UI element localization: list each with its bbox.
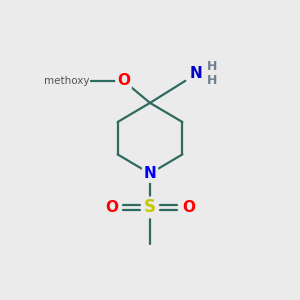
Text: H: H <box>207 74 217 87</box>
Text: O: O <box>117 73 130 88</box>
Text: methoxy: methoxy <box>44 76 90 86</box>
Text: O: O <box>105 200 118 215</box>
Text: N: N <box>189 66 202 81</box>
Text: N: N <box>144 166 156 181</box>
Text: H: H <box>207 60 217 73</box>
Text: O: O <box>182 200 195 215</box>
Text: S: S <box>144 198 156 216</box>
